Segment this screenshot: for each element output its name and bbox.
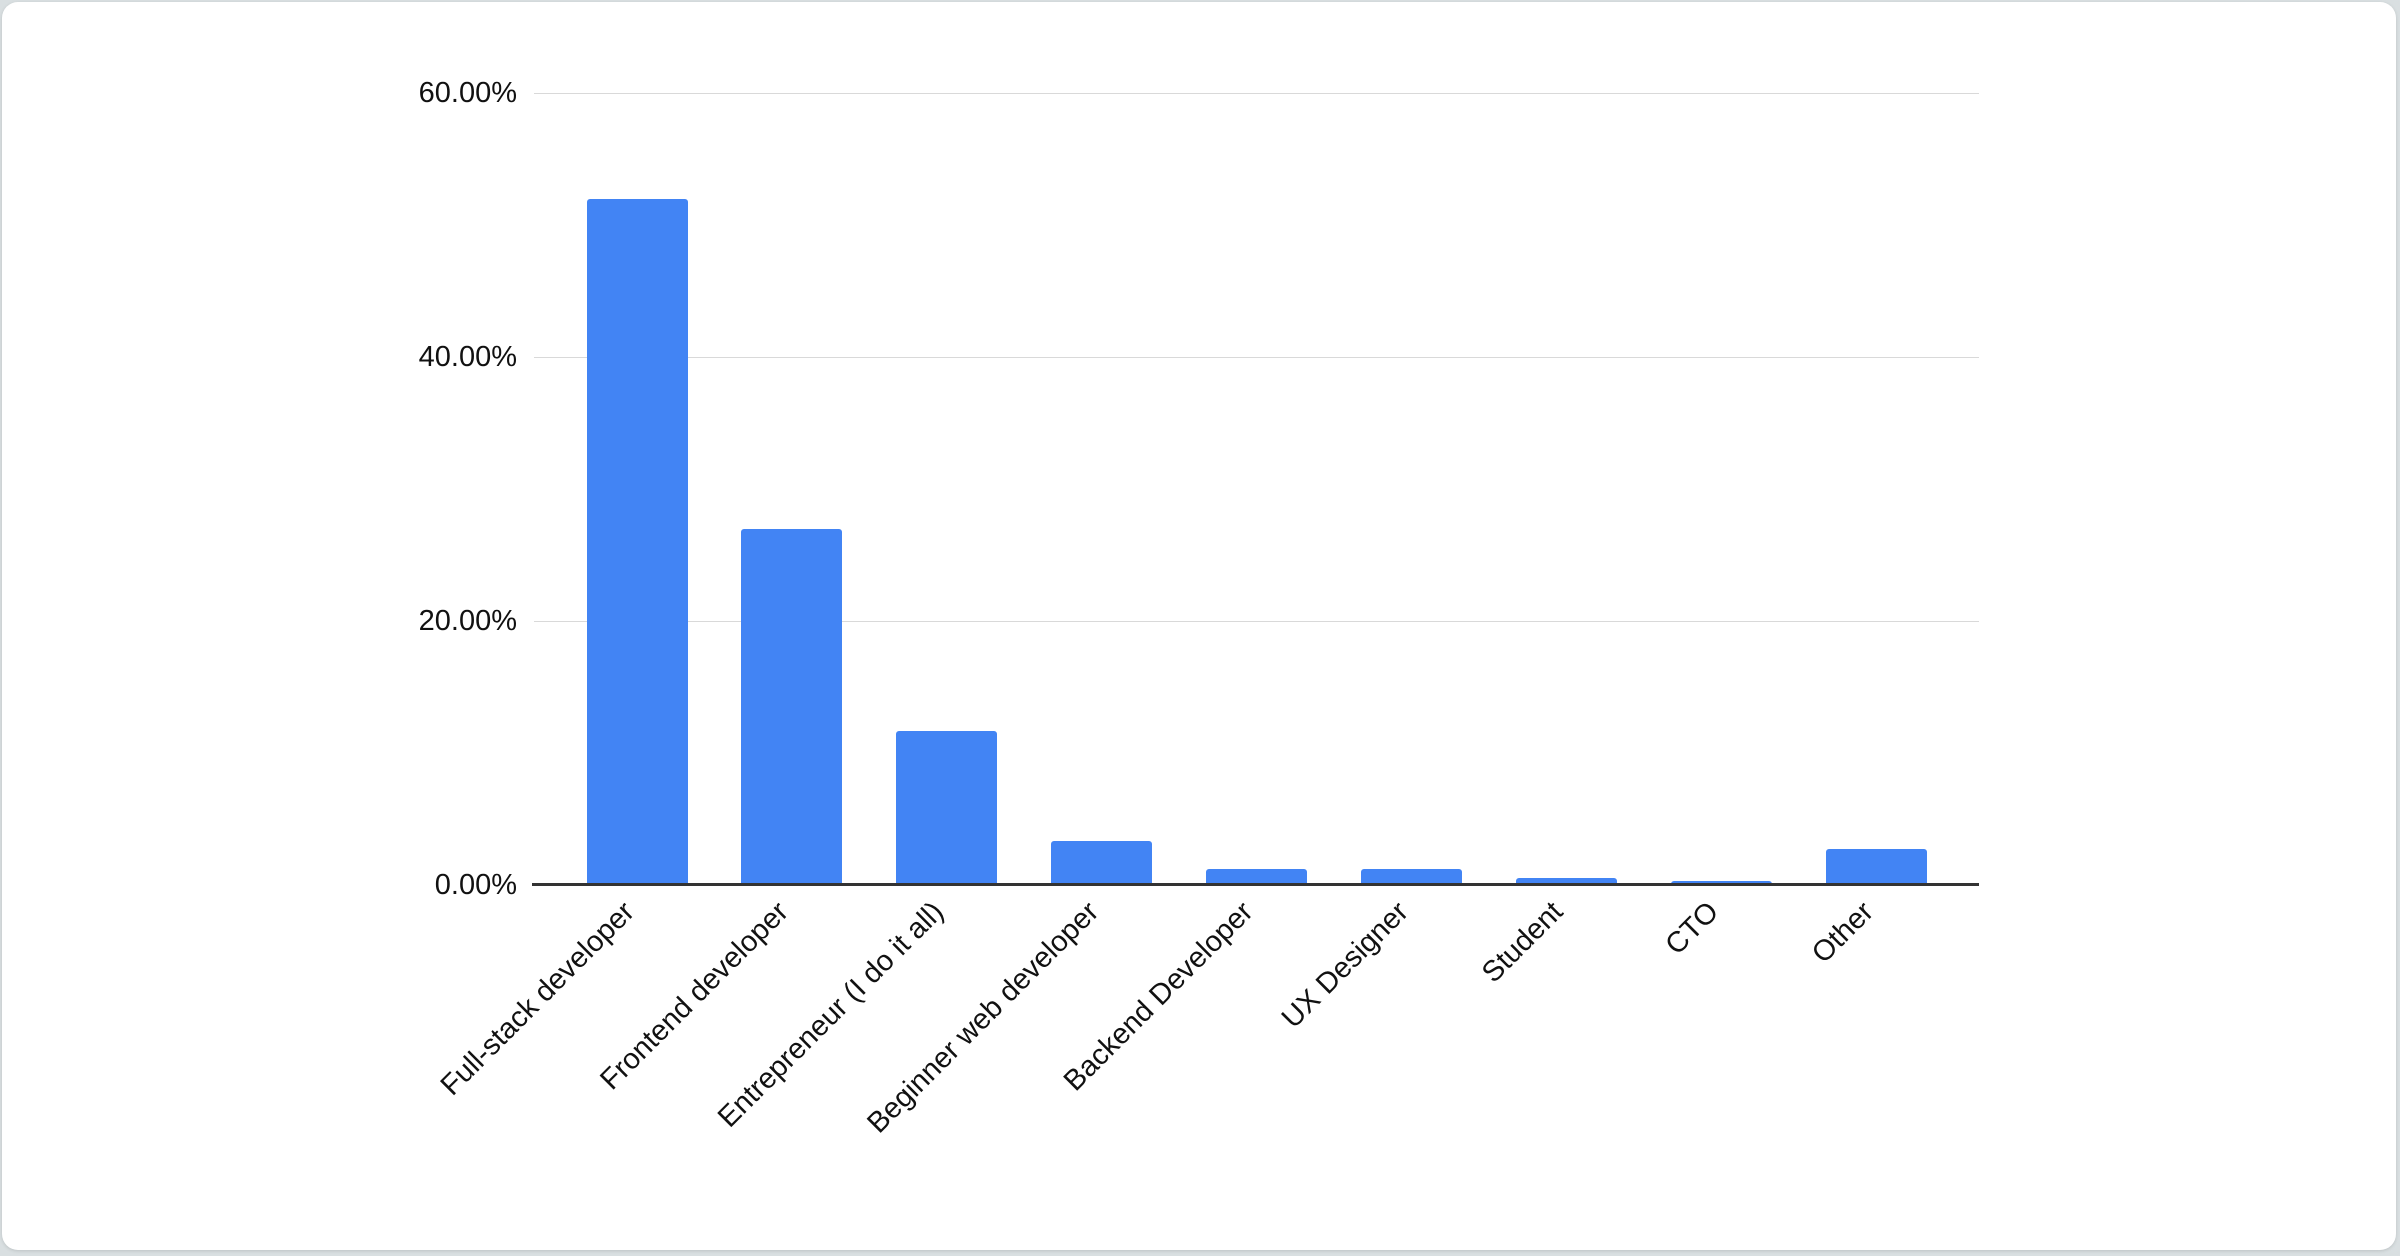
y-axis-tick-label: 40.00% [418, 341, 517, 373]
x-axis-label-other: Other [1805, 895, 1880, 970]
y-axis-tick-label: 0.00% [434, 869, 517, 901]
bar-student [1515, 878, 1617, 885]
bar-entrepreneur-i-do-it-all [896, 730, 998, 885]
bar-full-stack-developer [586, 198, 688, 885]
bar-backend-developer [1206, 869, 1308, 885]
y-axis-tick-label: 20.00% [418, 605, 517, 637]
y-axis-tick-label: 60.00% [418, 77, 517, 109]
x-axis-label-cto: CTO [1659, 895, 1725, 962]
x-axis-label-student: Student [1476, 895, 1570, 990]
bar-ux-designer [1361, 869, 1462, 885]
x-axis-line [532, 883, 1979, 886]
bar-beginner-web-developer [1051, 841, 1153, 885]
gridline-4000 [534, 356, 1979, 358]
x-axis-label-ux-designer: UX Designer [1275, 895, 1415, 1035]
bar-other [1825, 849, 1927, 885]
gridline-6000 [534, 92, 1979, 94]
gridline-2000 [534, 620, 1979, 622]
bar-frontend-developer [741, 528, 843, 885]
